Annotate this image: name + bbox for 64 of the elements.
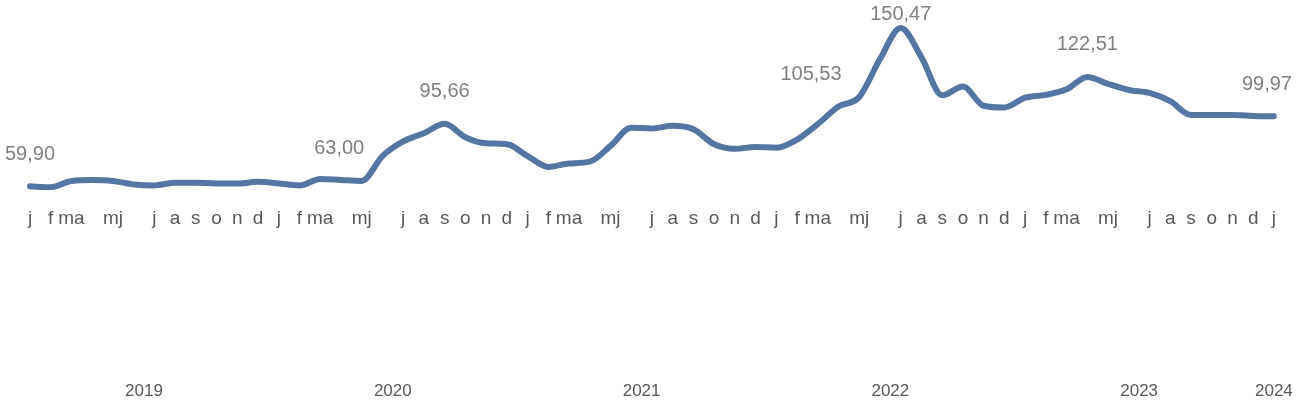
x-tick-label: d — [999, 206, 1010, 228]
data-label: 105,53 — [780, 62, 842, 85]
x-tick-label: f — [794, 206, 801, 228]
x-tick-label: j — [648, 206, 655, 228]
x-tick-label: f — [1043, 206, 1050, 228]
x-tick-label: mj — [102, 206, 123, 228]
x-tick-label: ma — [555, 206, 583, 228]
x-tick-label: a — [169, 206, 181, 228]
x-tick-label: n — [978, 206, 989, 228]
x-tick-label: j — [1021, 206, 1028, 228]
text: 2024 — [1254, 380, 1293, 400]
x-tick-label: n — [480, 206, 492, 228]
x-tick-label: o — [211, 206, 222, 228]
data-label: 95,66 — [419, 79, 470, 102]
x-tick-label: j — [1146, 206, 1152, 228]
data-label: 63,00 — [314, 136, 365, 159]
text: 2019 — [125, 380, 163, 400]
x-tick-label: n — [1227, 206, 1238, 228]
x-tick-label: ma — [58, 206, 86, 228]
x-tick-label: f — [48, 206, 55, 228]
x-tick-label: o — [460, 206, 471, 228]
x-tick-label: d — [252, 206, 264, 228]
x-tick-label: n — [232, 206, 243, 228]
data-label: 59,90 — [4, 141, 56, 164]
text: 2020 — [373, 380, 412, 400]
x-tick-label: f — [545, 206, 552, 228]
x-tick-label: s — [191, 206, 201, 228]
x-tick-label: j — [524, 206, 530, 228]
x-tick-label: mj — [1098, 206, 1119, 228]
x-tick-label: n — [729, 206, 741, 228]
x-tick-label: j — [773, 206, 779, 228]
x-tick-label: d — [501, 206, 513, 228]
x-tick-label: s — [439, 206, 450, 228]
data-label: 122,51 — [1056, 32, 1118, 55]
x-tick-label: o — [708, 206, 720, 228]
x-tick-label: a — [1164, 206, 1176, 228]
x-tick-label: a — [667, 206, 679, 228]
x-tick-label: s — [937, 206, 947, 228]
text: 2023 — [1120, 380, 1159, 400]
x-tick-label: o — [1206, 206, 1217, 228]
x-tick-label: mj — [600, 206, 621, 228]
x-tick-label: s — [1186, 206, 1196, 228]
x-tick-label: a — [418, 206, 430, 228]
x-tick-label: o — [957, 206, 969, 228]
x-tick-label: j — [897, 206, 903, 228]
x-tick-label: ma — [804, 206, 832, 228]
x-tick-label: ma — [1053, 206, 1081, 228]
x-tick-label: ma — [307, 206, 334, 228]
x-tick-label: mj — [351, 206, 372, 228]
data-label: 150,47 — [870, 1, 932, 24]
x-tick-label: j — [26, 206, 33, 228]
data-label: 99,97 — [1241, 71, 1293, 94]
x-tick-label: f — [296, 206, 303, 228]
x-tick-label: d — [750, 206, 761, 228]
x-tick-label: j — [400, 206, 406, 228]
x-tick-label: s — [688, 206, 699, 228]
x-tick-label: mj — [849, 206, 870, 228]
x-tick-label: a — [916, 206, 928, 228]
text: 2022 — [871, 380, 910, 400]
x-tick-label: j — [1270, 206, 1277, 228]
x-tick-label: j — [151, 206, 157, 228]
x-tick-label: d — [1247, 206, 1259, 228]
x-tick-label: j — [275, 206, 281, 228]
text: 2021 — [622, 380, 661, 400]
